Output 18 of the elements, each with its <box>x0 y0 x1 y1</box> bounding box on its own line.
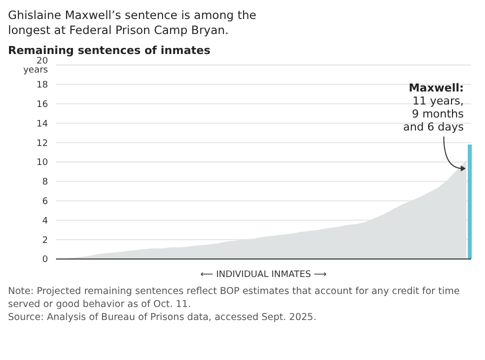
y-tick-label: 12 <box>36 138 48 149</box>
text: Maxwell: <box>408 82 464 95</box>
y-tick-label: 18 <box>36 80 48 91</box>
y-tick-label: 14 <box>36 119 48 130</box>
y-tick-label: 0 <box>42 255 48 266</box>
y-tick-label: 10 <box>36 158 48 168</box>
y-tick-label: 8 <box>42 178 48 188</box>
y-tick-label: 20 years <box>23 56 48 76</box>
y-tick-label: 6 <box>42 196 48 207</box>
y-tick-label: 4 <box>42 216 48 226</box>
chart-subtitle: Remaining sentences of inmates <box>8 44 212 57</box>
y-tick-label: 16 <box>36 100 48 110</box>
source-note: Source: Analysis of Bureau of Prisons data, accessed Sept. 2025. <box>8 311 318 324</box>
annotation: 11 years, 9 months and 6 days <box>403 94 464 134</box>
x-axis-title: ⟵ INDIVIDUAL INMATES ⟶ <box>200 270 327 280</box>
y-tick-label: 2 <box>42 236 48 246</box>
text: Note: Projected remaining sentences reflect BOP estimates that account for any credit for time served or good behavior as of Oct. 11. <box>8 285 461 311</box>
chart-title: Ghislaine Maxwell’s sentence is among the longest at Federal Prison Camp Bryan. <box>8 8 258 38</box>
